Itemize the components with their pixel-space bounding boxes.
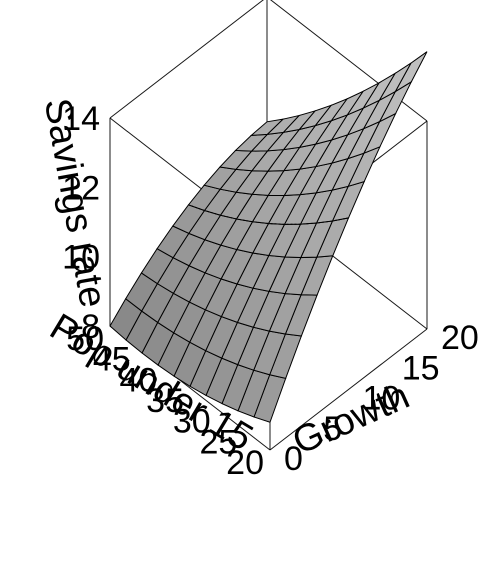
surface-guide-line <box>204 210 221 216</box>
surface-guide-line <box>268 223 285 225</box>
surface-guide-line <box>220 214 237 220</box>
growth-tick-label: 20 <box>441 319 479 357</box>
savings-tick-label: 10 <box>62 239 100 277</box>
savings-tick-label: 8 <box>81 308 100 346</box>
growth-axis-title: Growth <box>287 375 416 463</box>
pop-tick-label: 40 <box>120 361 158 399</box>
growth-tick-label: 15 <box>402 349 440 387</box>
savings-tick-label: 14 <box>62 100 100 138</box>
growth-tick-label: 5 <box>323 410 342 448</box>
surface-guide-line <box>252 221 269 224</box>
pop-tick-label: 30 <box>173 403 211 441</box>
pop-tick-label: 25 <box>200 423 238 461</box>
surface-guide-line <box>316 220 333 224</box>
pop-tick-label: 20 <box>226 444 264 482</box>
surface-cell <box>249 118 285 136</box>
savings-axis-title: Savings rate <box>36 95 114 310</box>
pop-tick-label: 45 <box>93 341 131 379</box>
pop-tick-label: 50 <box>66 320 104 358</box>
surface-guide-line <box>188 204 205 211</box>
axis-box-edge <box>109 0 264 119</box>
growth-tick-label: 10 <box>363 380 401 418</box>
pop-tick-label: 35 <box>146 382 184 420</box>
surface-guide-line <box>332 217 349 222</box>
growth-tick-label: 0 <box>284 440 303 478</box>
savings-tick-label: 12 <box>62 169 100 207</box>
axis-box-edge <box>269 328 428 451</box>
surface-guide-line <box>236 218 253 223</box>
surface-guide-line <box>300 222 317 225</box>
